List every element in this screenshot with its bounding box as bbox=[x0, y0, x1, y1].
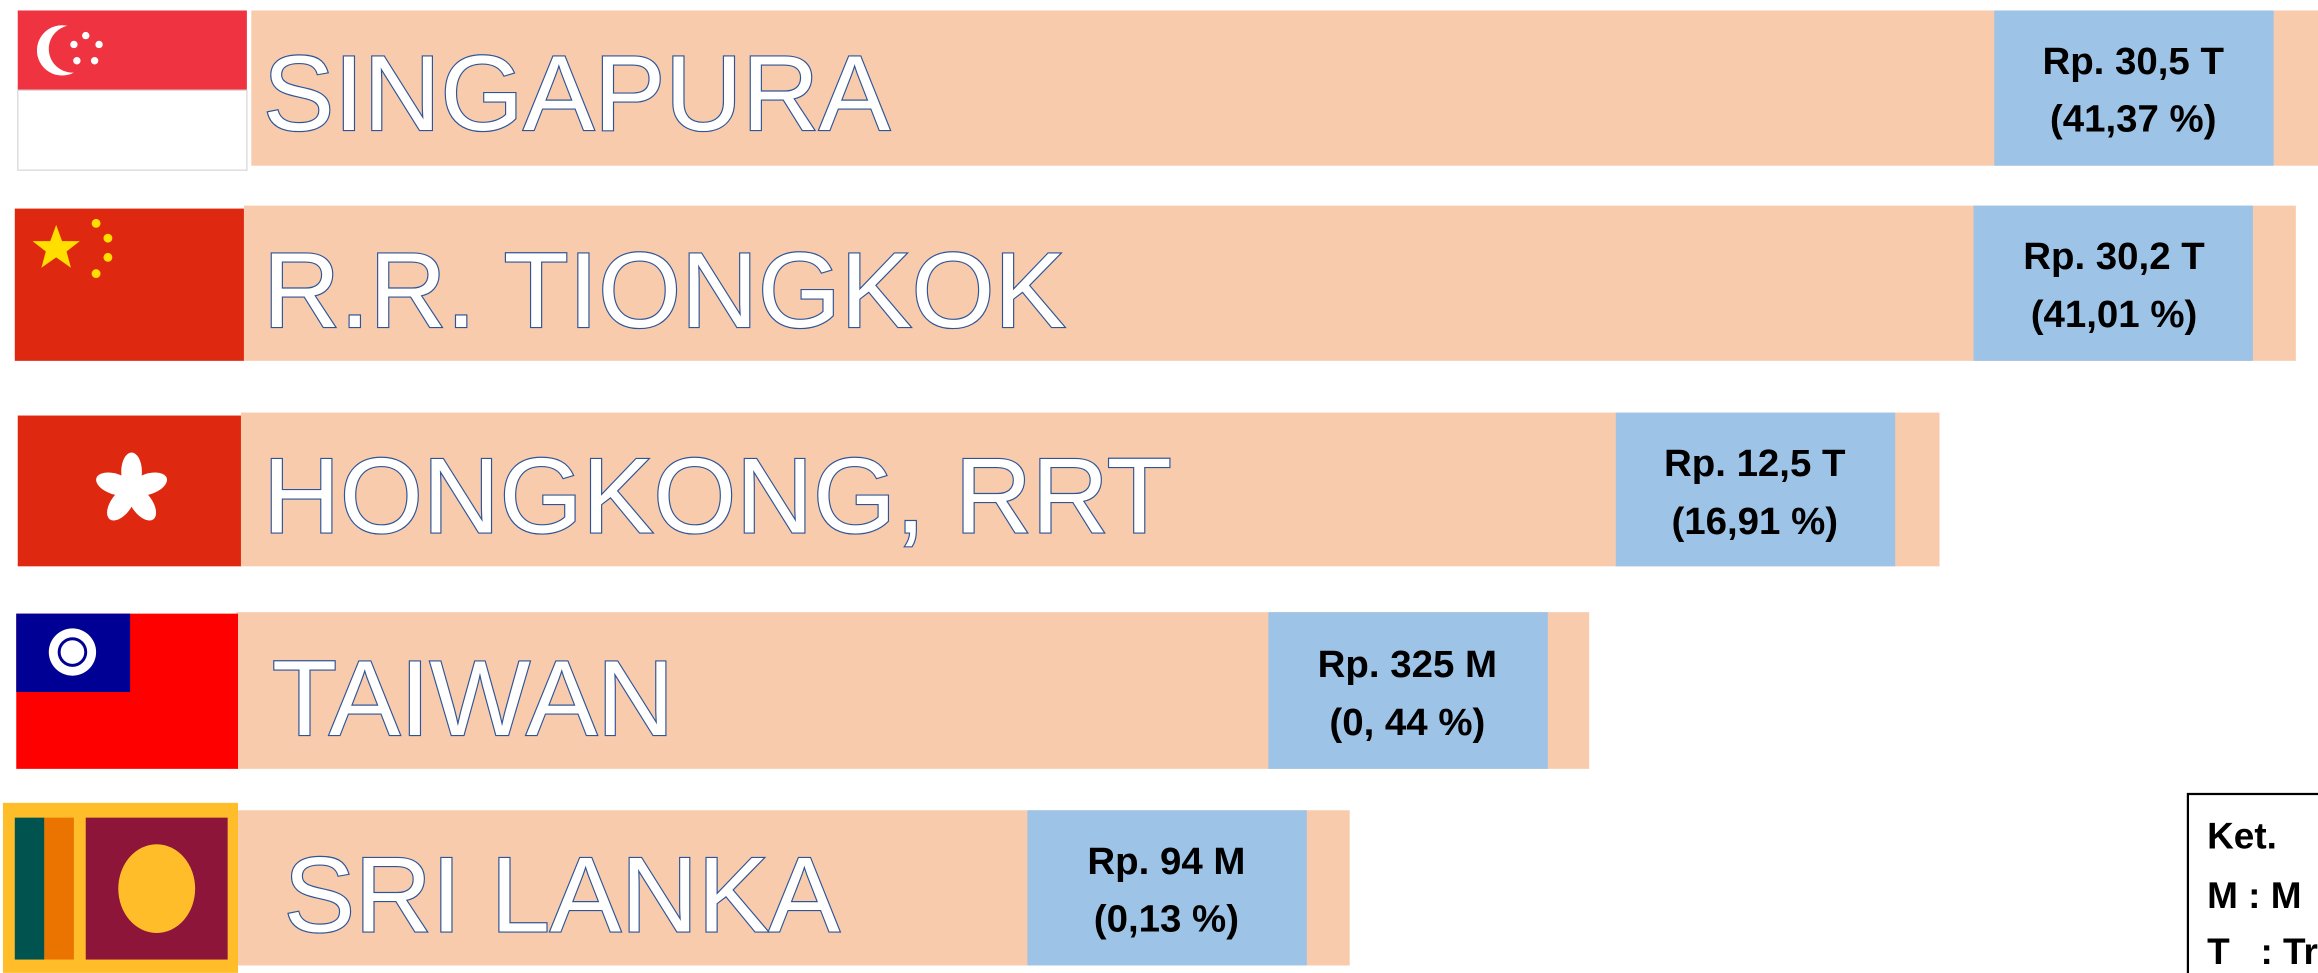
value: Rp. 325 M bbox=[1318, 643, 1497, 686]
bar bbox=[243, 205, 2296, 361]
value: Rp. 94 M bbox=[1087, 840, 1245, 883]
value-box bbox=[1268, 612, 1548, 769]
value-box bbox=[1027, 810, 1307, 966]
value-box bbox=[1994, 10, 2274, 166]
legend-line: M : M bbox=[2207, 875, 2301, 916]
bar bbox=[251, 10, 2318, 166]
flag-singapore bbox=[17, 10, 248, 171]
value-box bbox=[1973, 205, 2253, 361]
row-tiongkok: R.R. TIONGKOK Rp. 30,2 T (41,01 %) bbox=[14, 205, 2296, 361]
share: (0, 44 %) bbox=[1329, 701, 1485, 744]
row-hongkong: HONGKONG, RRT Rp. 12,5 T (16,91 %) bbox=[17, 412, 1940, 567]
legend-line: T : Tr bbox=[2207, 931, 2318, 972]
value: Rp. 12,5 T bbox=[1664, 442, 1846, 485]
country-name: R.R. TIONGKOK bbox=[263, 231, 1065, 350]
legend-title: Ket. bbox=[2207, 816, 2277, 857]
share: (16,91 %) bbox=[1671, 500, 1838, 543]
legend-box bbox=[2186, 792, 2318, 973]
value-box bbox=[1615, 412, 1896, 567]
legend: Ket. M : M T : Tr bbox=[2186, 792, 2318, 973]
value: Rp. 30,2 T bbox=[2023, 235, 2205, 278]
flag-hongkong bbox=[17, 415, 241, 567]
country-name: TAIWAN bbox=[272, 639, 674, 758]
flag-taiwan bbox=[16, 613, 239, 769]
row-singapura: SINGAPURA Rp. 30,5 T (41,37 %) bbox=[17, 10, 2318, 171]
share: (41,37 %) bbox=[2050, 98, 2217, 141]
country-name: SINGAPURA bbox=[263, 34, 890, 153]
share: (41,01 %) bbox=[2031, 293, 2198, 336]
country-name: SRI LANKA bbox=[284, 835, 840, 954]
value: Rp. 30,5 T bbox=[2042, 40, 2224, 83]
flag-china bbox=[14, 208, 244, 361]
row-srilanka: SRI LANKA Rp. 94 M (0,13 %) bbox=[2, 802, 1350, 973]
flag-srilanka bbox=[2, 802, 239, 973]
share: (0,13 %) bbox=[1094, 897, 1239, 940]
row-taiwan: TAIWAN Rp. 325 M (0, 44 %) bbox=[16, 612, 1590, 769]
country-name: HONGKONG, RRT bbox=[263, 436, 1172, 555]
